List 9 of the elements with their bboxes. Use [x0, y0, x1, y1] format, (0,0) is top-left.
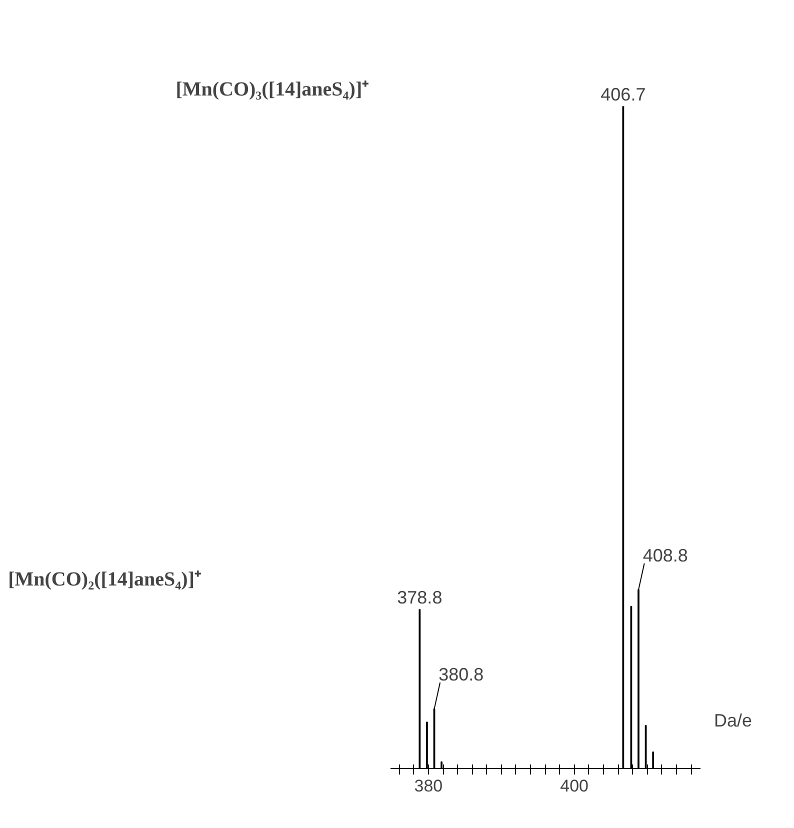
text: [Mn(CO)₂([14]aneS₄)]⁺: [8, 568, 202, 590]
annotation: 408.8: [642, 545, 688, 566]
x-tick-label: 380: [414, 776, 443, 796]
annotation: 406.7: [600, 84, 646, 105]
annotation: 378.8: [397, 588, 442, 608]
x-axis-title: Da/e: [714, 710, 752, 731]
x-tick-label: 400: [560, 776, 589, 796]
annotation: 380.8: [438, 664, 484, 684]
text: [Mn(CO)₃([14]aneS₄)]⁺: [176, 78, 370, 101]
